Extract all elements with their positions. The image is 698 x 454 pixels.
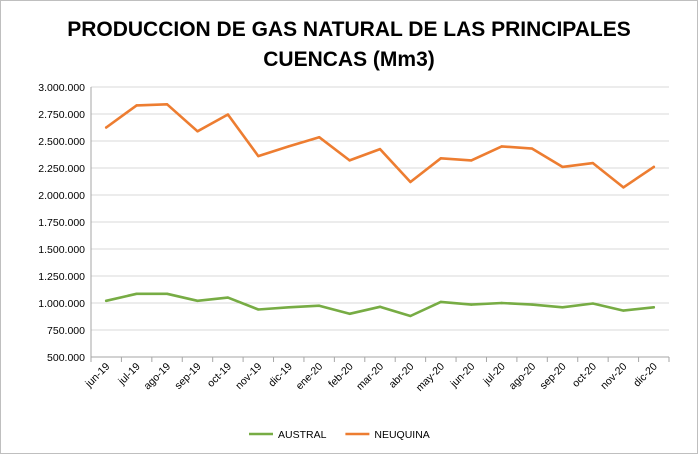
x-tick-label: ene-20 xyxy=(294,361,326,393)
data-point-austral xyxy=(378,305,382,308)
data-point-neuquina xyxy=(257,154,260,158)
data-point-austral xyxy=(500,301,503,305)
legend-label-austral: AUSTRAL xyxy=(278,429,327,441)
y-tick-label: 3.000.000 xyxy=(38,82,85,94)
data-point-austral xyxy=(196,299,199,303)
data-point-austral xyxy=(165,292,169,296)
y-tick-label: 750.000 xyxy=(47,325,85,337)
chart-title: PRODUCCION DE GAS NATURAL DE LAS PRINCIP… xyxy=(41,15,657,75)
data-point-neuquina xyxy=(348,159,351,162)
data-point-neuquina xyxy=(500,145,503,148)
x-tick-label: oct-20 xyxy=(570,361,599,390)
x-tick-label: abr-20 xyxy=(387,361,417,391)
data-point-neuquina xyxy=(652,165,655,169)
y-tick-label: 2.250.000 xyxy=(38,163,85,175)
data-point-austral xyxy=(409,314,412,318)
x-tick-label: jul-20 xyxy=(480,361,507,388)
x-tick-label: feb-20 xyxy=(326,361,356,391)
data-point-austral xyxy=(105,299,108,303)
data-point-austral xyxy=(561,306,564,309)
data-point-neuquina xyxy=(530,147,534,150)
data-point-austral xyxy=(652,306,655,309)
data-point-neuquina xyxy=(409,180,412,184)
legend-layer: AUSTRAL NEUQUINA xyxy=(249,429,430,441)
x-tick-label: mar-20 xyxy=(354,361,386,393)
data-point-austral xyxy=(591,302,595,305)
data-point-neuquina xyxy=(317,136,321,139)
x-tick-label: nov-20 xyxy=(598,361,629,392)
x-tick-label: jul-19 xyxy=(115,361,142,388)
data-point-neuquina xyxy=(287,145,290,148)
x-tick-label: oct-19 xyxy=(205,361,234,390)
y-tick-label: 2.000.000 xyxy=(38,190,85,202)
data-point-neuquina xyxy=(196,130,199,133)
series-layer xyxy=(104,103,656,318)
x-tick-label: jun-20 xyxy=(448,361,478,391)
data-point-austral xyxy=(470,303,473,306)
x-tick-label: may-20 xyxy=(414,361,447,394)
chart-title-line2: CUENCAS (Mm3) xyxy=(263,48,435,71)
data-point-neuquina xyxy=(622,186,625,189)
data-point-austral xyxy=(257,308,260,311)
x-tick-label: sep-20 xyxy=(537,361,568,392)
y-tick-label: 1.000.000 xyxy=(38,298,85,310)
data-point-neuquina xyxy=(378,147,382,151)
data-point-neuquina xyxy=(439,157,443,160)
x-tick-label: ago-20 xyxy=(507,361,539,393)
data-point-neuquina xyxy=(135,104,138,107)
x-tick-label: nov-19 xyxy=(233,361,264,392)
x-tick-label: dic-19 xyxy=(266,361,295,390)
y-tick-label: 1.500.000 xyxy=(38,244,85,256)
data-point-neuquina xyxy=(165,103,169,106)
x-tick-label: ago-19 xyxy=(142,361,174,393)
data-point-austral xyxy=(317,304,321,307)
data-point-austral xyxy=(226,296,230,299)
data-point-austral xyxy=(348,312,351,315)
y-tick-label: 1.750.000 xyxy=(38,217,85,229)
data-point-neuquina xyxy=(561,165,564,169)
data-point-austral xyxy=(530,303,534,306)
series-line-austral xyxy=(104,292,656,318)
x-tick-label: dic-20 xyxy=(631,361,660,390)
data-point-austral xyxy=(439,300,443,304)
data-point-austral xyxy=(287,306,290,309)
data-point-austral xyxy=(135,292,138,296)
series-line-neuquina xyxy=(104,103,656,189)
x-tick-label: jun-19 xyxy=(82,361,112,391)
data-point-austral xyxy=(622,309,625,312)
grid-layer xyxy=(91,86,669,358)
y-tick-label: 500.000 xyxy=(47,352,85,364)
x-tick-label: sep-19 xyxy=(172,361,203,392)
data-point-neuquina xyxy=(226,113,230,116)
y-tick-label: 2.500.000 xyxy=(38,136,85,148)
y-tick-label: 2.750.000 xyxy=(38,109,85,121)
data-point-neuquina xyxy=(105,126,108,129)
data-point-neuquina xyxy=(470,159,473,162)
axis-layer: 500.000 750.000 1.000.000 1.250.000 1.500.00… xyxy=(38,82,670,394)
y-tick-label: 1.250.000 xyxy=(38,271,85,283)
data-point-neuquina xyxy=(591,161,595,165)
chart-title-line1: PRODUCCION DE GAS NATURAL DE LAS PRINCIP… xyxy=(67,18,631,41)
legend-label-neuquina: NEUQUINA xyxy=(374,429,429,441)
